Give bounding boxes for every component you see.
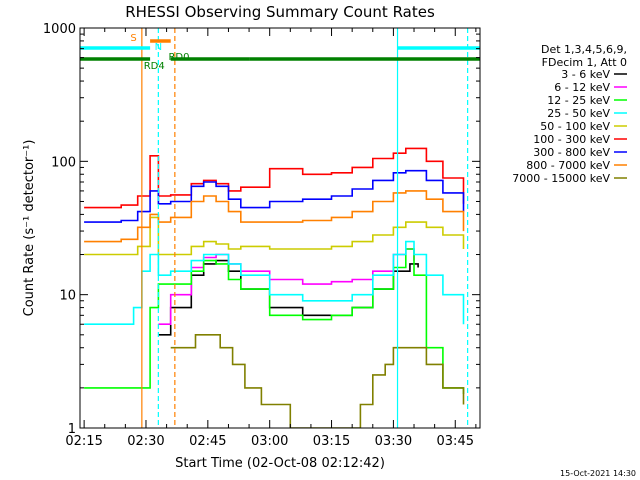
- x-tick-label-0345: 03:45: [437, 434, 474, 449]
- y-tick-label-100: 100: [51, 155, 76, 170]
- series-300-800-kev: [84, 169, 465, 223]
- legend-label-12-25-kev: 12 - 25 keV: [547, 94, 610, 107]
- axes: 02:15 02:30 02:45 03:00 03:15 03:30 03:45 1 10 10…: [22, 22, 480, 449]
- legend-label-6-12-kev: 6 - 12 keV: [554, 81, 610, 94]
- series-12-25-kev: [84, 248, 465, 394]
- x-tick-label-0300: 03:00: [251, 434, 288, 449]
- legend-label-50-100-kev: 50 - 100 keV: [540, 120, 610, 133]
- series-25-50-kev: [84, 240, 465, 325]
- legend-label-800-7000-kev: 800 - 7000 keV: [526, 159, 610, 172]
- y-tick-label-1000: 1000: [43, 22, 76, 37]
- x-tick-label-0330: 03:30: [375, 434, 412, 449]
- legend-header-1: FDecim 1, Att 0: [542, 56, 627, 69]
- annotation-s: S: [130, 33, 136, 44]
- x-tick-label-0245: 02:45: [189, 434, 226, 449]
- legend-label-25-50-kev: 25 - 50 keV: [547, 107, 610, 120]
- y-tick-label-1: 1: [68, 422, 76, 437]
- x-tick-label-0315: 03:15: [313, 434, 350, 449]
- x-tick-label-0230: 02:30: [127, 434, 164, 449]
- series-800-7000-kev: [84, 190, 465, 243]
- annotation-rd0: RD0: [168, 52, 189, 63]
- legend-label-3-6-kev: 3 - 6 keV: [561, 68, 610, 81]
- annotation-n: N: [155, 42, 162, 53]
- footer-timestamp: 15-Oct-2021 14:30: [560, 469, 636, 478]
- x-tick-label-0215: 02:15: [65, 434, 102, 449]
- legend-label-100-300-kev: 100 - 300 keV: [533, 133, 610, 146]
- y-tick-label-10: 10: [59, 289, 76, 304]
- legend-label-300-800-kev: 300 - 800 keV: [533, 146, 610, 159]
- y-axis-label: Count Rate (s⁻¹ detector⁻¹): [22, 140, 37, 317]
- legend: Det 1,3,4,5,6,9,FDecim 1, Att 03 - 6 keV…: [512, 43, 627, 185]
- series-7000-15000-kev: [170, 334, 465, 428]
- legend-label-7000-15000-kev: 7000 - 15000 keV: [512, 172, 610, 185]
- chart-title: RHESSI Observing Summary Count Rates: [125, 3, 435, 21]
- x-axis-label: Start Time (02-Oct-08 02:12:42): [175, 456, 385, 471]
- plot-frame: [79, 27, 481, 429]
- legend-header-0: Det 1,3,4,5,6,9,: [541, 43, 627, 56]
- annotation-rd4: RD4: [144, 61, 165, 72]
- series-100-300-kev: [84, 147, 465, 209]
